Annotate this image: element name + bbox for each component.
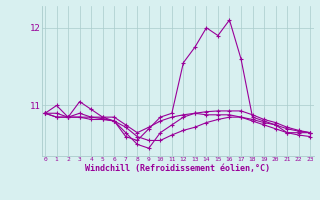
X-axis label: Windchill (Refroidissement éolien,°C): Windchill (Refroidissement éolien,°C) (85, 164, 270, 173)
